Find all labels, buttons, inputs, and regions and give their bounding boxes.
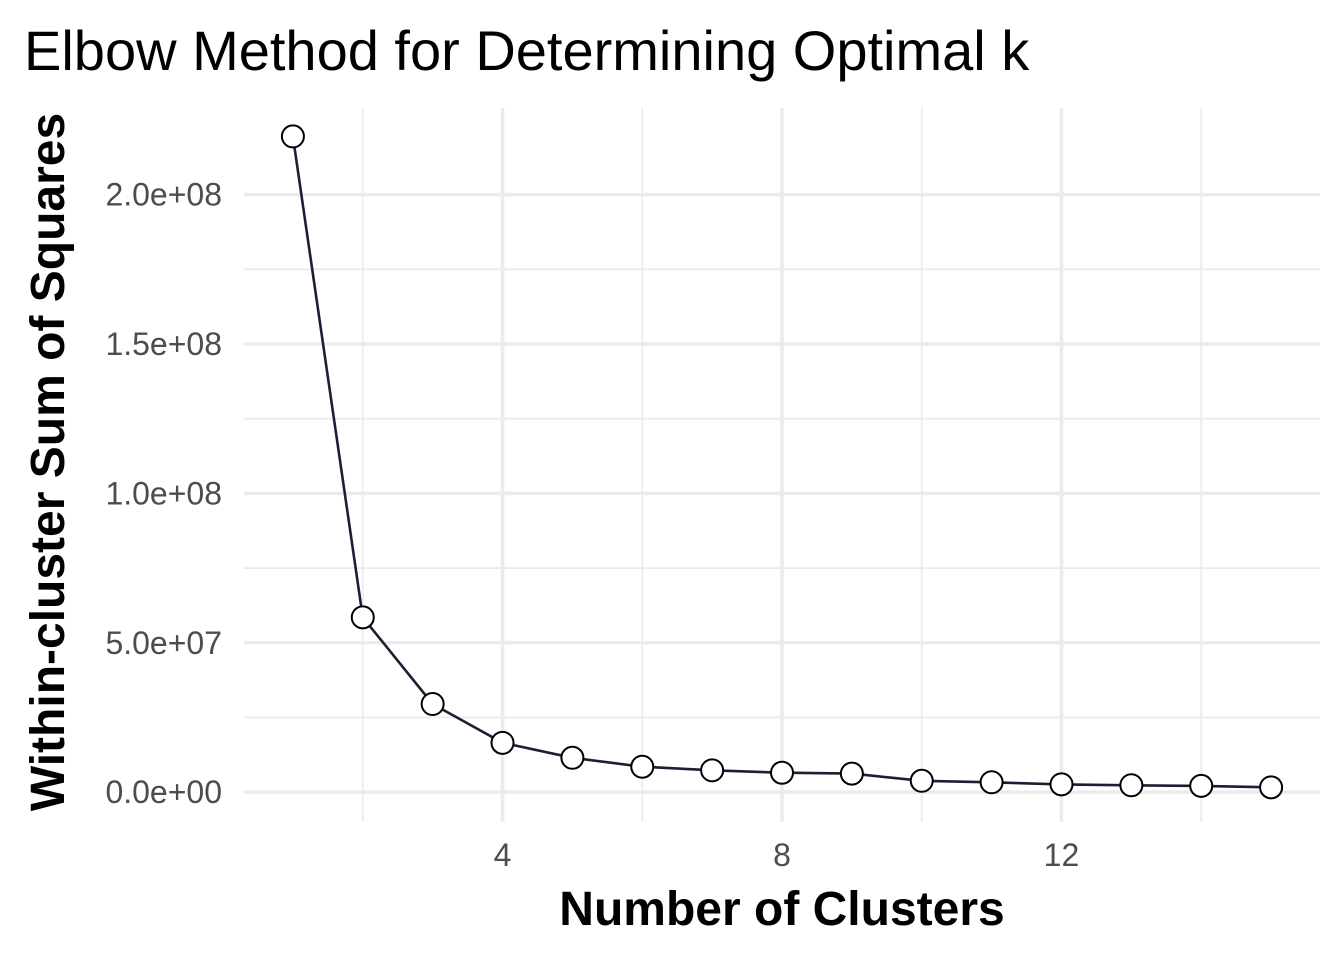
x-axis-title: Number of Clusters [559,883,1004,936]
data-point-marker [839,761,864,786]
data-point-marker [1259,775,1284,800]
data-point-marker [560,745,585,770]
data-point-marker [350,605,375,630]
series-group [280,124,1284,800]
data-point-marker [1189,773,1214,798]
data-point-marker [700,758,725,783]
data-point-marker [770,760,794,785]
y-tick-label: 1.5e+08 [105,326,222,362]
x-tick-label: 8 [773,837,791,873]
y-tick-label: 2.0e+08 [105,177,222,213]
y-axis-title: Within-cluster Sum of Squares [22,113,75,811]
y-tick-labels: 0.0e+00 5.0e+07 1.0e+08 1.5e+08 2.0e+08 [105,177,222,810]
y-tick-label: 5.0e+07 [105,625,222,661]
x-tick-label: 12 [1044,837,1080,873]
data-point-marker [420,691,445,716]
data-point-marker [280,124,305,149]
data-point-marker [1049,772,1074,797]
major-gridlines [244,108,1320,822]
x-tick-labels: 4 8 12 [494,837,1080,873]
y-tick-label: 0.0e+00 [105,774,222,810]
data-point-marker [630,754,655,779]
data-point-marker [490,730,515,755]
chart-title: Elbow Method for Determining Optimal k [24,19,1030,82]
x-tick-label: 4 [494,837,512,873]
y-tick-label: 1.0e+08 [105,475,222,511]
data-point-marker [979,770,1004,795]
data-point-marker [909,768,934,793]
data-point-marker [1119,773,1144,798]
